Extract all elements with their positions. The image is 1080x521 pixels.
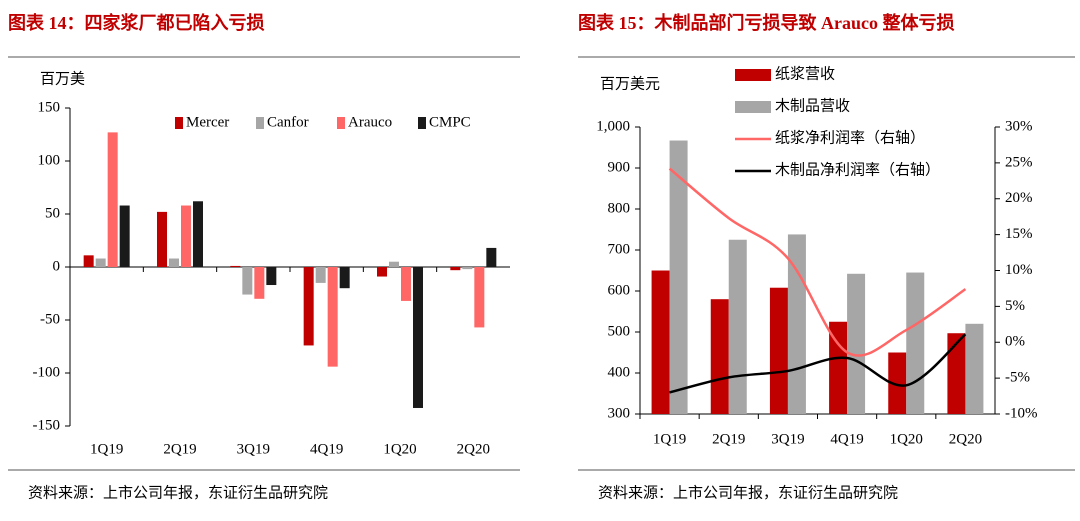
bar — [83, 255, 94, 267]
bar — [651, 270, 670, 414]
y2-tick-label: 5% — [1005, 298, 1025, 314]
bar — [401, 267, 411, 301]
bar — [847, 273, 866, 414]
y2-tick-label: 15% — [1005, 226, 1033, 242]
y-tick-label: 0 — [53, 258, 61, 274]
x-tick-label: 4Q19 — [830, 431, 863, 447]
bar — [888, 352, 907, 414]
legend-swatch — [175, 117, 183, 129]
x-tick-label: 2Q19 — [712, 431, 745, 447]
bar — [474, 267, 485, 328]
legend-label: 木制品净利润率（右轴） — [775, 161, 940, 178]
bar — [906, 272, 925, 414]
x-tick-label: 3Q19 — [771, 431, 804, 447]
bar — [242, 267, 253, 295]
y-tick-label: -150 — [33, 417, 61, 433]
legend-label: Arauco — [348, 114, 392, 130]
bar — [965, 323, 984, 414]
bar — [230, 265, 241, 267]
legend-swatch — [418, 117, 426, 129]
bar — [486, 247, 497, 267]
x-tick-label: 1Q20 — [383, 441, 416, 457]
y2-tick-label: -5% — [1005, 370, 1030, 386]
bar — [669, 140, 688, 414]
legend-label: 木制品营收 — [775, 97, 850, 114]
bar — [710, 299, 729, 414]
x-tick-label: 2Q20 — [949, 431, 982, 447]
bar — [413, 267, 423, 408]
y-tick-label: -100 — [33, 364, 61, 380]
chart-title: 图表 15：木制品部门亏损导致 Arauco 整体亏损 — [578, 12, 955, 33]
y-axis-label: 百万美 — [40, 70, 85, 87]
legend-label: Canfor — [267, 114, 309, 130]
legend-swatch — [256, 117, 264, 129]
bar — [181, 205, 191, 267]
legend-swatch — [735, 101, 771, 113]
y-axis-label: 百万美元 — [600, 75, 660, 92]
bar — [169, 258, 179, 267]
bar — [829, 321, 848, 414]
y2-tick-label: 30% — [1005, 118, 1033, 134]
y2-tick-label: 25% — [1005, 154, 1033, 170]
y-tick-label: -50 — [40, 311, 60, 327]
bar — [377, 267, 387, 277]
x-tick-label: 2Q19 — [163, 441, 196, 457]
y-tick-label: 50 — [45, 205, 60, 221]
legend-label: 纸浆营收 — [775, 64, 835, 82]
x-tick-label: 1Q20 — [890, 431, 923, 447]
y-tick-label: 700 — [608, 241, 631, 257]
x-tick-label: 2Q20 — [457, 441, 490, 457]
source: 资料来源：上市公司年报，东证衍生品研究院 — [28, 483, 328, 501]
bar — [769, 287, 788, 414]
bar — [107, 132, 118, 267]
bar — [303, 267, 314, 346]
y-tick-label: 600 — [608, 282, 631, 298]
bar — [315, 267, 326, 283]
y2-tick-label: 20% — [1005, 190, 1033, 206]
bar — [254, 267, 265, 299]
x-tick-label: 1Q19 — [653, 431, 686, 447]
bar — [193, 201, 203, 267]
bar — [95, 258, 106, 267]
line — [668, 167, 967, 357]
y-tick-label: 150 — [38, 99, 61, 115]
y-tick-label: 300 — [608, 405, 631, 421]
y-tick-label: 800 — [608, 200, 631, 216]
line — [669, 333, 967, 394]
y-tick-label: 1,000 — [596, 118, 630, 134]
bar — [389, 261, 399, 267]
y-tick-label: 400 — [608, 364, 631, 380]
bar — [327, 267, 338, 367]
x-tick-label: 4Q19 — [310, 441, 343, 457]
y-tick-label: 900 — [608, 159, 631, 175]
bar — [157, 211, 167, 267]
y2-tick-label: -10% — [1005, 405, 1038, 421]
legend-label: Mercer — [186, 114, 229, 130]
bar — [450, 267, 461, 271]
source: 资料来源：上市公司年报，东证衍生品研究院 — [598, 483, 898, 501]
y-tick-label: 500 — [608, 323, 631, 339]
y2-tick-label: 10% — [1005, 262, 1033, 278]
legend-label: 纸浆净利润率（右轴） — [775, 128, 925, 146]
y-tick-label: 100 — [38, 152, 61, 168]
bar — [728, 239, 747, 414]
chart-title: 图表 14：四家浆厂都已陷入亏损 — [8, 12, 265, 33]
y2-tick-label: 0% — [1005, 334, 1025, 350]
x-tick-label: 3Q19 — [237, 441, 270, 457]
bar — [266, 267, 277, 286]
legend-swatch — [337, 117, 345, 129]
bar — [339, 267, 350, 289]
bar — [947, 333, 966, 414]
x-tick-label: 1Q19 — [90, 441, 123, 457]
legend-label: CMPC — [429, 114, 471, 130]
bar — [119, 205, 130, 267]
bar — [462, 267, 473, 270]
legend-swatch — [735, 69, 771, 81]
